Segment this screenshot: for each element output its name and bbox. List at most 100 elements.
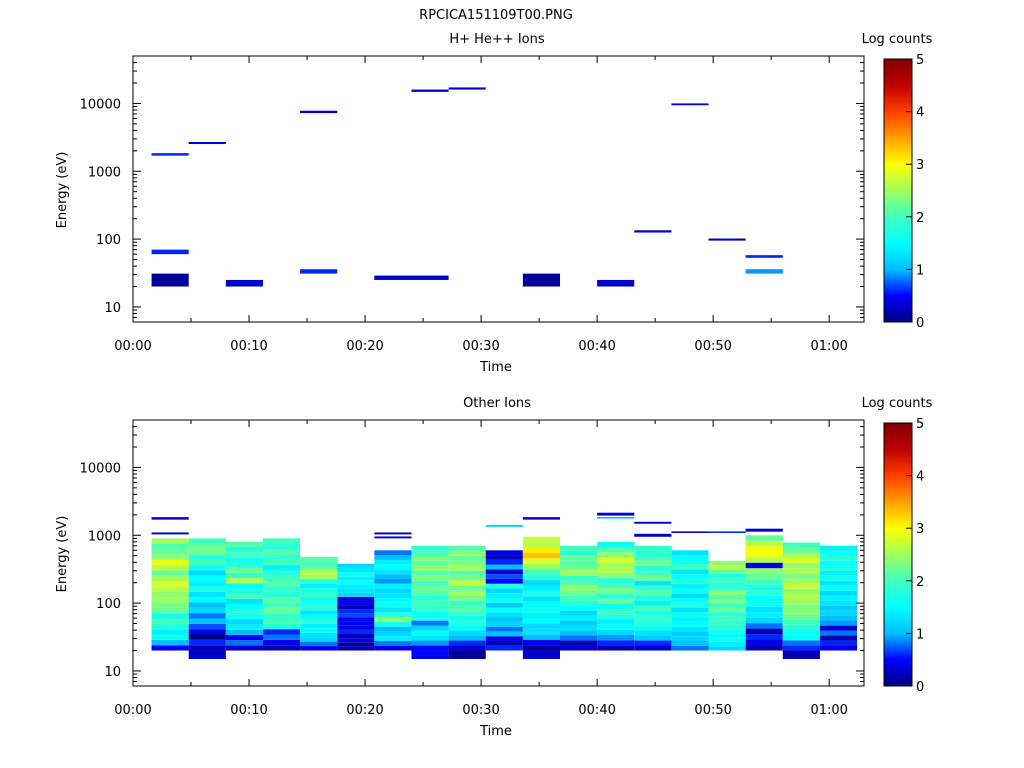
heatmap-cell [188,565,226,571]
heatmap-cell [151,597,189,603]
y-tick-label: 10000 [80,97,121,112]
heatmap-cell [374,555,412,560]
heatmap-cell [634,590,672,596]
heatmap-cell [485,583,523,589]
heatmap-cell [745,546,783,552]
heatmap-cell [151,549,189,555]
heatmap-cell [485,631,523,637]
heatmap-cell [708,577,746,583]
heatmap-cell [671,569,709,575]
heatmap-cell [188,618,226,624]
heatmap-cell [819,585,858,591]
heatmap-cell [522,628,560,635]
heatmap-cell [485,564,523,570]
heatmap-cell [745,551,783,558]
heatmap-cell [262,607,301,614]
heatmap-cell [411,575,449,581]
heatmap-cell [300,628,338,633]
heatmap-cell [782,619,820,625]
heatmap-cell [745,606,783,613]
heatmap-cell [225,598,263,604]
heatmap-cell [485,640,523,646]
heatmap-cell [262,554,301,560]
heatmap-cell [560,615,598,621]
heatmap-cell [745,557,783,563]
heatmap-cell [188,645,226,651]
heatmap-cell [225,541,263,548]
heatmap-cell [597,583,635,589]
colorbar-tick-label: 3 [916,158,924,173]
colorbar-scale [883,422,913,687]
heatmap-cell [671,583,709,589]
heatmap-cell [819,625,858,631]
heatmap-cell [597,624,635,630]
heatmap-cell [151,613,189,619]
heatmap-cell [225,279,263,287]
heatmap-cell [597,547,635,553]
heatmap-cell [337,567,375,573]
colorbar-tick-label: 4 [916,106,924,121]
heatmap-cell [151,645,189,651]
heatmap-cell [782,635,820,641]
heatmap-cell [522,569,560,575]
heatmap-cell [485,607,523,613]
heatmap-cell [188,554,226,560]
heatmap-cell [708,238,746,241]
heatmap-cell [634,640,672,646]
heatmap-cell [300,574,338,580]
heatmap-cell [374,574,412,579]
heatmap-cell [300,637,338,642]
heatmap-cell [597,609,635,615]
heatmap-cell [745,590,783,596]
heatmap-cell [262,570,301,576]
heatmap-cell [374,578,412,584]
heatmap-cell [522,645,560,651]
heatmap-cell [262,543,301,550]
heatmap-cell [634,533,672,537]
heatmap-cell [671,103,709,106]
x-tick-label: 00:40 [578,703,615,718]
heatmap-cell [188,613,226,619]
heatmap-cell [782,645,820,651]
heatmap-cell [151,153,189,156]
heatmap-cell [485,578,523,584]
heatmap-cell [485,626,523,632]
x-tick-label: 00:50 [694,703,731,718]
heatmap-cell [782,573,820,579]
plot-frame [132,55,865,323]
heatmap-cell [560,575,598,581]
heatmap-cell [374,621,412,627]
heatmap-cell [337,592,375,597]
heatmap-cell [708,633,746,638]
heatmap-cell [819,645,858,651]
heatmap-cell [745,628,783,635]
heatmap-cell [745,579,783,585]
heatmap-cell [708,607,746,613]
heatmap-cell [708,599,746,604]
heatmap-cell [634,625,672,631]
heatmap-cell [300,588,338,593]
heatmap-cell [411,560,449,566]
heatmap-cell [448,600,486,606]
heatmap-cell [448,575,486,581]
heatmap-cell [708,582,746,587]
heatmap-cell [745,568,783,574]
heatmap-cell [225,547,263,553]
heatmap-cell [151,532,189,535]
heatmap-cell [225,635,263,641]
heatmap-cell [225,609,263,615]
y-axis-label-bottom: Energy (eV) [55,516,70,593]
heatmap-cell [745,255,783,258]
heatmap-cell [225,562,263,568]
heatmap-cell [560,610,598,616]
heatmap-cell [782,542,820,548]
colorbar-tick-label: 2 [916,575,924,590]
heatmap-cell [782,640,820,646]
heatmap-cell [448,87,486,90]
heatmap-cell [448,625,486,631]
heatmap-cell [745,639,783,646]
heatmap-cell [522,634,560,640]
heatmap-cell [745,269,783,274]
x-axis-ticks: 00:00 00:10 00:20 00:30 00:40 00:50 01:00 [114,56,848,354]
heatmap-cell [337,638,375,643]
